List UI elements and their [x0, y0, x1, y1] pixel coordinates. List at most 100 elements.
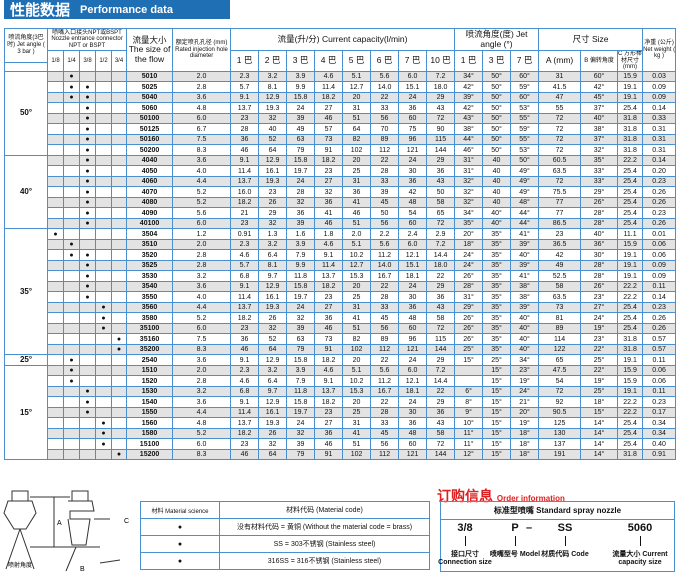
net-weight: 0.03 [642, 70, 677, 83]
inlet-dot-cell [63, 186, 80, 198]
inlet-dot-cell [110, 396, 128, 408]
inlet-dot-cell [79, 375, 96, 387]
flow-capacity: 2.2 [370, 228, 400, 240]
flow-capacity: 51 [342, 217, 372, 230]
inlet-dot-cell [110, 385, 128, 398]
dim-b: 42° [580, 81, 619, 93]
flow-capacity: 15.8 [286, 154, 316, 167]
flow-capacity: 58 [426, 427, 456, 440]
order-part-connection: 3/8 接口尺寸 Connection size [438, 522, 492, 566]
table-row: ● 35160 7.5 36 52 63 73 82 89 96 115 26° 35° 40° 114 23… [5, 333, 677, 345]
inlet-dot-cell [63, 217, 80, 230]
inlet-dot-cell [95, 270, 112, 282]
flow-size: 1530 [126, 385, 174, 398]
header-diameter: 额定喷孔孔径 (mm) Rated injection hole diamete… [172, 28, 232, 72]
inlet-dot-cell [47, 217, 64, 230]
inlet-dot-cell [110, 196, 128, 209]
jet-angle-7bar: 49° [510, 165, 540, 177]
jet-angle-1bar: 42° [454, 81, 484, 93]
hole-diameter: 6.0 [172, 217, 232, 230]
inlet-dot-cell [110, 364, 128, 377]
header-dim: 尺寸 Size [538, 28, 644, 51]
inlet-dot-cell [110, 81, 128, 93]
inlet-dot-cell [95, 207, 112, 219]
inlet-dot-cell [63, 112, 80, 125]
hole-diameter: 4.8 [172, 102, 232, 114]
jet-angle-3bar: 50° [482, 112, 512, 125]
flow-size: 1540 [126, 396, 174, 408]
inlet-dot-cell [47, 207, 64, 219]
dim-b: 14° [580, 448, 619, 461]
dim-a: 122 [538, 343, 582, 356]
flow-size: 4040 [126, 154, 174, 167]
material-row: 316SS = 316不锈钢 (Stainless steel) [219, 552, 430, 570]
dim-b: 19° [580, 375, 619, 387]
jet-angle-3bar: 50° [482, 70, 512, 83]
flow-capacity: 5.6 [370, 364, 400, 377]
flow-capacity: 1.6 [286, 228, 316, 240]
flow-capacity: 3.9 [286, 238, 316, 251]
flow-capacity: 39 [286, 438, 316, 450]
flow-capacity: 18.0 [426, 81, 456, 93]
flow-size: 4060 [126, 175, 174, 188]
dim-c: 31.8 [617, 123, 644, 135]
flow-size: 3560 [126, 301, 174, 314]
inlet-dot-cell [110, 238, 128, 251]
net-weight: 0.20 [642, 165, 677, 177]
flow-capacity: 64 [258, 144, 288, 156]
pressure-header: 7 巴 [398, 50, 428, 72]
flow-capacity: 4.6 [314, 70, 344, 83]
hole-diameter: 4.4 [172, 175, 232, 188]
dim-c: 22.2 [617, 406, 644, 419]
flow-capacity: 36 [398, 301, 428, 314]
table-row: ● 4070 5.2 16.0 23 28 32 36 39 42 50 32° 40 49° 75.5 29… [5, 186, 677, 198]
flow-capacity: 22 [370, 396, 400, 408]
flow-capacity: 3.2 [258, 70, 288, 83]
jet-angle-7bar: 19° [510, 417, 540, 429]
jet-angle-3bar: 35° [482, 312, 512, 324]
flow-capacity: 24 [286, 417, 316, 429]
dim-a: 77 [538, 196, 582, 209]
net-weight: 0.14 [642, 291, 677, 303]
inlet-dot-cell [47, 165, 64, 177]
flow-capacity: 32 [258, 322, 288, 335]
pressure-header: 3 巴 [286, 50, 316, 72]
inlet-dot-cell [63, 154, 80, 167]
hole-diameter: 6.7 [172, 123, 232, 135]
inlet-dot-cell [63, 280, 80, 293]
inlet-dot-cell [110, 249, 128, 261]
material-header: 材料 Material science [140, 501, 220, 519]
dim-c: 25.4 [617, 427, 644, 440]
net-weight: 0.40 [642, 438, 677, 450]
dim-c: 15.9 [617, 375, 644, 387]
section-title: 性能数据 Performance data [4, 0, 230, 19]
jet-angle-7bar: 41° [510, 270, 540, 282]
flow-capacity: 112 [370, 448, 400, 461]
dim-a: 54 [538, 375, 582, 387]
flow-capacity: 144 [426, 448, 456, 461]
table-row: ● 50200 8.3 46 64 79 91 102 112 121 144 46° 50° 53° 72… [5, 144, 677, 156]
dim-a: 75.5 [538, 186, 582, 198]
pressure-header: 1 巴 [230, 50, 260, 72]
flow-capacity: 51 [342, 438, 372, 450]
inlet-dot-cell [95, 144, 112, 156]
inlet-dot-cell [110, 112, 128, 125]
hole-diameter: 2.8 [172, 249, 232, 261]
flow-capacity: 13.7 [230, 417, 260, 429]
flow-capacity: 56 [370, 217, 400, 230]
flow-capacity: 1.3 [258, 228, 288, 240]
hole-diameter: 7.5 [172, 133, 232, 146]
flow-size: 35200 [126, 343, 174, 356]
dim-a: 72 [538, 385, 582, 398]
table-row: ● 3560 4.4 13.7 19.3 24 27 31 33 36 43 29° 35° 39° 73 2… [5, 301, 677, 314]
spray-angle-label: 喷射角度 [8, 561, 32, 569]
flow-capacity: 29 [426, 91, 456, 104]
flow-capacity: 36 [426, 291, 456, 303]
material-row: 没有材料代码 = 黄铜 (Without the material code =… [219, 518, 430, 536]
flow-capacity: 12.9 [258, 354, 288, 366]
hole-diameter: 2.8 [172, 375, 232, 387]
flow-capacity: 29 [426, 280, 456, 293]
inlet-dot-cell: ● [63, 354, 80, 366]
flow-capacity: 72 [426, 322, 456, 335]
jet-angle-1bar: 32° [454, 196, 484, 209]
